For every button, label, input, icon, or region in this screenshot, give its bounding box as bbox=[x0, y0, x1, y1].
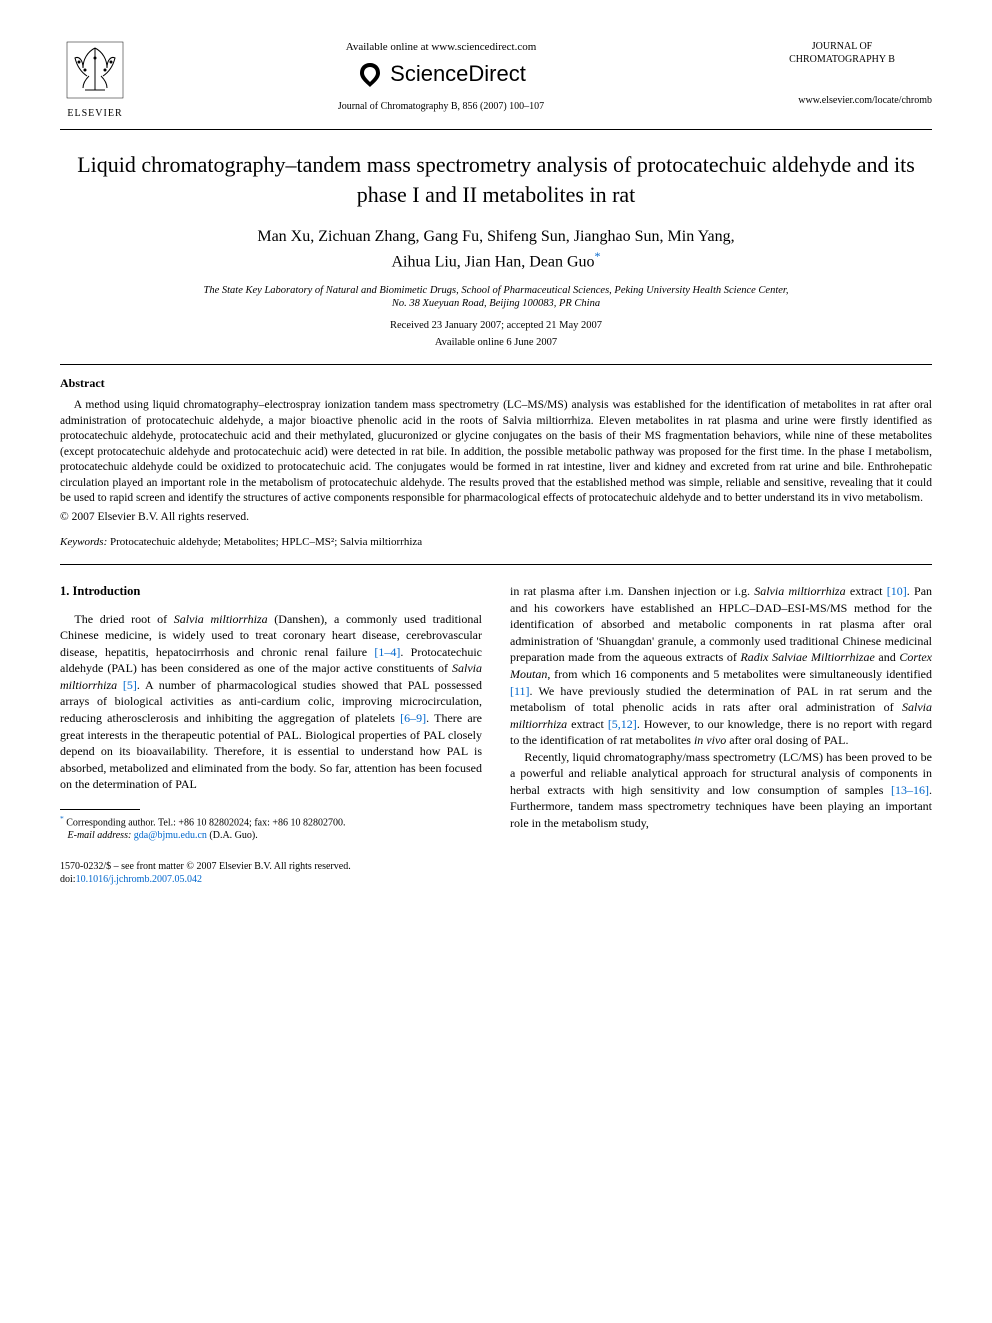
in-vivo: in vivo bbox=[694, 733, 726, 747]
email-label: E-mail address: bbox=[68, 830, 132, 841]
corresponding-mark: * bbox=[595, 249, 601, 263]
authors-line2: Aihua Liu, Jian Han, Dean Guo bbox=[391, 253, 594, 270]
ref-5-12[interactable]: [5,12] bbox=[608, 717, 637, 731]
available-online-date: Available online 6 June 2007 bbox=[60, 336, 932, 351]
email-link[interactable]: gda@bjmu.edu.cn bbox=[134, 830, 207, 841]
radix-name: Radix Salviae Miltiorrhizae bbox=[740, 650, 874, 664]
footnote-star: * bbox=[60, 814, 64, 823]
abstract-bottom-rule bbox=[60, 564, 932, 565]
doi-line: doi:10.1016/j.jchromb.2007.05.042 bbox=[60, 873, 482, 886]
right-column: in rat plasma after i.m. Danshen injecti… bbox=[510, 583, 932, 886]
ref-1-4[interactable]: [1–4] bbox=[374, 645, 400, 659]
header-center: Available online at www.sciencedirect.co… bbox=[130, 40, 752, 114]
doi-link[interactable]: 10.1016/j.jchromb.2007.05.042 bbox=[76, 874, 202, 885]
keywords-value: Protocatechuic aldehyde; Metabolites; HP… bbox=[110, 536, 422, 548]
abstract-body: A method using liquid chromatography–ele… bbox=[60, 398, 932, 507]
intro-para-1: The dried root of Salvia miltiorrhiza (D… bbox=[60, 611, 482, 793]
sciencedirect-logo: ScienceDirect bbox=[130, 59, 752, 90]
authors-line1: Man Xu, Zichuan Zhang, Gang Fu, Shifeng … bbox=[257, 228, 734, 245]
email-who: (D.A. Guo). bbox=[209, 830, 257, 841]
abstract-heading: Abstract bbox=[60, 375, 932, 392]
publisher-logo: ELSEVIER bbox=[60, 40, 130, 121]
header-right: JOURNAL OF CHROMATOGRAPHY B www.elsevier… bbox=[752, 40, 932, 108]
ref-10[interactable]: [10] bbox=[887, 584, 907, 598]
authors-block: Man Xu, Zichuan Zhang, Gang Fu, Shifeng … bbox=[60, 226, 932, 274]
sciencedirect-icon bbox=[356, 61, 384, 89]
received-date: Received 23 January 2007; accepted 21 Ma… bbox=[60, 319, 932, 334]
body-columns: 1. Introduction The dried root of Salvia… bbox=[60, 583, 932, 886]
journal-name-line1: JOURNAL OF bbox=[752, 40, 932, 53]
article-title: Liquid chromatography–tandem mass spectr… bbox=[60, 150, 932, 209]
page-header: ELSEVIER Available online at www.science… bbox=[60, 40, 932, 121]
affiliation-line1: The State Key Laboratory of Natural and … bbox=[204, 285, 789, 296]
keywords-block: Keywords: Protocatechuic aldehyde; Metab… bbox=[60, 535, 932, 550]
abstract-copyright: © 2007 Elsevier B.V. All rights reserved… bbox=[60, 509, 932, 525]
bottom-info: 1570-0232/$ – see front matter © 2007 El… bbox=[60, 860, 482, 886]
species-salvia-3: Salvia miltiorrhiza bbox=[754, 584, 845, 598]
journal-name-line2: CHROMATOGRAPHY B bbox=[752, 53, 932, 66]
section-1-heading: 1. Introduction bbox=[60, 583, 482, 601]
affiliation: The State Key Laboratory of Natural and … bbox=[60, 284, 932, 311]
left-column: 1. Introduction The dried root of Salvia… bbox=[60, 583, 482, 886]
footnote-text: Corresponding author. Tel.: +86 10 82802… bbox=[66, 817, 345, 828]
journal-name-box: JOURNAL OF CHROMATOGRAPHY B bbox=[752, 40, 932, 66]
ref-5[interactable]: [5] bbox=[123, 678, 137, 692]
corresponding-footnote: * Corresponding author. Tel.: +86 10 828… bbox=[60, 814, 482, 842]
elsevier-tree-icon bbox=[65, 40, 125, 100]
ref-13-16[interactable]: [13–16] bbox=[891, 783, 929, 797]
species-salvia: Salvia miltiorrhiza bbox=[174, 612, 268, 626]
available-online-text: Available online at www.sciencedirect.co… bbox=[130, 40, 752, 55]
abstract-top-rule bbox=[60, 364, 932, 365]
keywords-label: Keywords: bbox=[60, 536, 107, 548]
ref-11[interactable]: [11] bbox=[510, 684, 530, 698]
journal-url: www.elsevier.com/locate/chromb bbox=[752, 94, 932, 108]
intro-para-1-cont: in rat plasma after i.m. Danshen injecti… bbox=[510, 583, 932, 748]
journal-citation: Journal of Chromatography B, 856 (2007) … bbox=[130, 100, 752, 114]
sciencedirect-text: ScienceDirect bbox=[390, 59, 526, 90]
issn-line: 1570-0232/$ – see front matter © 2007 El… bbox=[60, 860, 482, 873]
affiliation-line2: No. 38 Xueyuan Road, Beijing 100083, PR … bbox=[392, 298, 600, 309]
header-rule bbox=[60, 129, 932, 130]
intro-para-2: Recently, liquid chromatography/mass spe… bbox=[510, 749, 932, 832]
publisher-name: ELSEVIER bbox=[60, 107, 130, 121]
ref-6-9[interactable]: [6–9] bbox=[400, 711, 426, 725]
footnote-rule bbox=[60, 809, 140, 810]
